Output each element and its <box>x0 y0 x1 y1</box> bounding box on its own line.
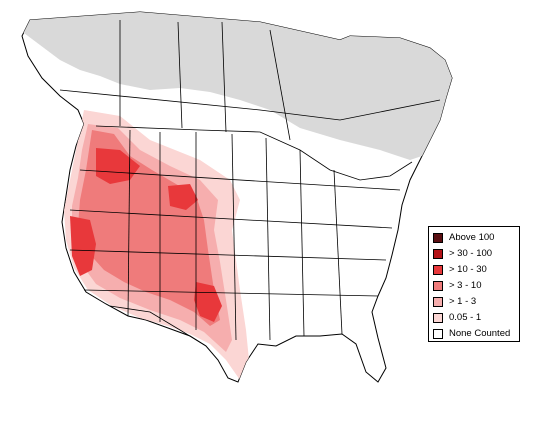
region-10-30-california <box>70 216 96 276</box>
us-mexico-border <box>109 305 207 347</box>
legend-swatch <box>433 233 443 243</box>
legend-item: > 10 - 30 <box>433 264 487 276</box>
legend-label: > 1 - 3 <box>449 296 477 307</box>
legend-item: > 3 - 10 <box>433 280 481 292</box>
province-line-5 <box>59 89 441 121</box>
state-line-9 <box>69 209 393 229</box>
state-line-11 <box>83 289 379 297</box>
legend-label: None Counted <box>449 328 511 339</box>
region-10-30-north <box>96 148 140 184</box>
legend-swatch <box>433 249 443 259</box>
boundary-lines <box>59 20 441 347</box>
legend-item: 0.05 - 1 <box>433 312 481 324</box>
legend-swatch <box>433 297 443 307</box>
legend-item: > 30 - 100 <box>433 248 492 260</box>
state-line-10 <box>69 249 387 261</box>
legend-swatch <box>433 313 443 323</box>
state-line-8 <box>79 169 401 191</box>
legend-swatch <box>433 281 443 291</box>
state-line-4 <box>231 133 237 341</box>
legend-item: None Counted <box>433 328 510 340</box>
state-line-1 <box>127 129 131 317</box>
legend-label: > 30 - 100 <box>449 248 493 259</box>
legend-label: > 10 - 30 <box>449 264 487 275</box>
province-line-2 <box>177 21 183 129</box>
legend-swatch <box>433 329 443 339</box>
legend-swatch <box>433 265 443 275</box>
legend-label: 0.05 - 1 <box>449 312 482 323</box>
state-line-7 <box>333 169 343 335</box>
state-line-6 <box>299 149 305 337</box>
state-line-5 <box>265 137 271 341</box>
province-line-3 <box>221 21 227 133</box>
canada-us-border <box>95 125 413 181</box>
legend-item: Above 100 <box>433 232 494 244</box>
legend-label: Above 100 <box>449 232 495 243</box>
legend-item: > 1 - 3 <box>433 296 476 308</box>
legend-label: > 3 - 10 <box>449 280 482 291</box>
province-line-4 <box>269 29 291 141</box>
legend: Above 100 > 30 - 100 > 10 - 30 > 3 - 10 … <box>428 226 520 342</box>
region-10-30-wyoming <box>168 184 198 210</box>
